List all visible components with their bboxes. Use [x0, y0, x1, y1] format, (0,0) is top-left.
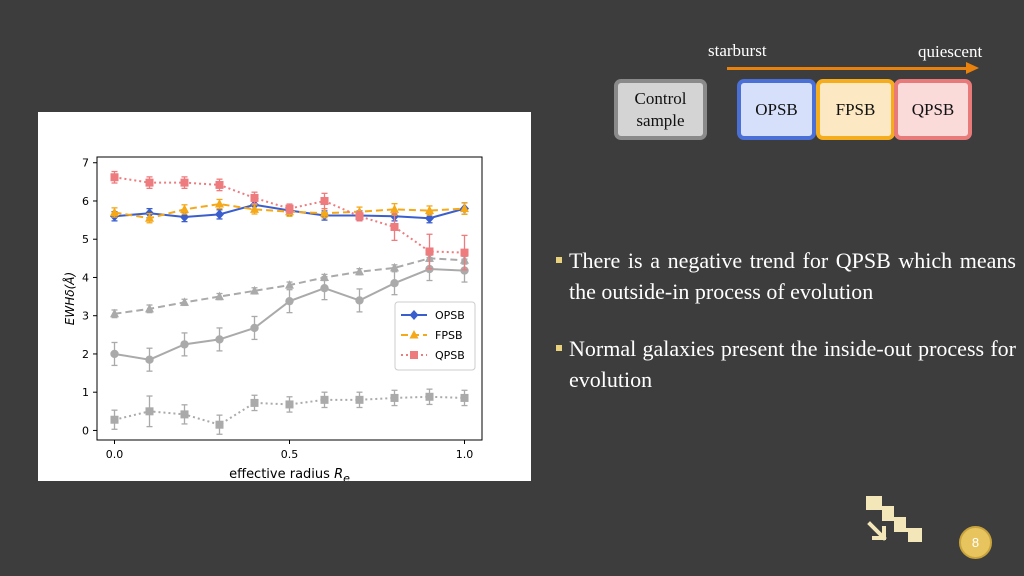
data-point	[460, 203, 469, 213]
data-point	[145, 213, 154, 222]
data-point	[460, 393, 469, 402]
series-control-5	[110, 388, 469, 435]
data-point	[390, 393, 399, 402]
data-point	[285, 280, 294, 289]
data-point	[285, 400, 294, 409]
bullet-text: Normal galaxies present the inside-out p…	[569, 336, 1016, 392]
data-point	[285, 204, 294, 213]
data-point	[320, 196, 329, 205]
control-sample-label: Control sample	[634, 88, 687, 130]
series-qpsb	[110, 170, 469, 271]
x-tick-label: 1.0	[456, 448, 474, 461]
data-point	[355, 296, 364, 305]
data-point	[180, 204, 189, 213]
data-point	[425, 247, 434, 256]
bullet-text: There is a negative trend for QPSB which…	[569, 248, 1016, 304]
page-number: 8	[971, 535, 980, 550]
y-axis-label: EWHδ(Å)	[62, 272, 77, 325]
bullet-item: There is a negative trend for QPSB which…	[556, 245, 1016, 307]
legend-label: FPSB	[435, 329, 463, 342]
data-point	[145, 178, 154, 187]
data-point	[215, 420, 224, 429]
data-point	[285, 296, 294, 306]
arrow-head-icon	[966, 62, 979, 74]
data-point	[110, 173, 119, 182]
control-sample-box: Control sample	[614, 79, 707, 140]
data-point	[425, 392, 434, 401]
data-point	[180, 297, 189, 306]
starburst-label: starburst	[708, 41, 767, 60]
y-tick-label: 2	[82, 348, 89, 361]
evolution-arrow-line	[727, 67, 967, 70]
data-point	[110, 207, 119, 216]
data-point	[215, 199, 224, 208]
data-point	[425, 213, 434, 224]
data-point	[390, 279, 399, 288]
data-point	[320, 208, 329, 217]
qpsb-label: QPSB	[911, 99, 955, 119]
data-point	[180, 178, 189, 187]
data-point	[145, 303, 154, 313]
y-tick-label: 6	[82, 195, 89, 208]
y-tick-label: 5	[82, 233, 89, 246]
series-line	[114, 395, 465, 426]
y-tick-label: 0	[82, 424, 89, 437]
data-point	[110, 415, 119, 424]
bullet-list: There is a negative trend for QPSB which…	[556, 245, 1016, 421]
fpsb-box: FPSB	[816, 79, 895, 140]
data-point	[215, 180, 224, 189]
data-point	[250, 398, 259, 407]
fpsb-label: FPSB	[835, 99, 876, 119]
data-point	[460, 266, 469, 275]
data-point	[110, 308, 119, 318]
data-point	[215, 209, 224, 220]
opsb-box: OPSB	[737, 79, 816, 140]
opsb-label: OPSB	[755, 99, 798, 119]
data-point	[390, 262, 399, 272]
data-point	[110, 349, 119, 359]
y-tick-label: 4	[82, 271, 89, 284]
quiescent-label: quiescent	[918, 42, 983, 61]
data-point	[250, 193, 259, 202]
data-point	[320, 395, 329, 404]
data-point	[180, 410, 189, 419]
data-point	[215, 335, 224, 344]
data-point	[390, 222, 399, 231]
data-point	[355, 266, 364, 276]
x-tick-label: 0.0	[106, 448, 124, 461]
data-point	[215, 291, 224, 301]
data-point	[145, 407, 154, 416]
chart-panel: 0.0 0.5 1.0 0 1 2 3 4 5 6 7 effective radius Re EWHδ…	[38, 112, 531, 481]
legend-marker	[410, 351, 418, 359]
y-tick-label: 1	[82, 386, 89, 399]
data-point	[355, 212, 364, 221]
data-point	[425, 205, 434, 215]
data-point	[355, 395, 364, 404]
data-point	[320, 283, 329, 293]
legend-label: OPSB	[435, 309, 465, 322]
x-axis-label: effective radius Re	[229, 467, 350, 481]
stairs-down-icon	[866, 496, 922, 542]
page-number-badge: 8	[959, 526, 992, 559]
legend-marker	[409, 310, 419, 320]
bullet-marker-icon	[556, 345, 562, 351]
legend-label: QPSB	[435, 349, 465, 362]
data-point	[250, 323, 259, 333]
ew-hdelta-chart: 0.0 0.5 1.0 0 1 2 3 4 5 6 7 effective radius Re EWHδ…	[62, 156, 483, 481]
bullet-item: Normal galaxies present the inside-out p…	[556, 333, 1016, 395]
bullet-marker-icon	[556, 257, 562, 263]
data-point	[145, 355, 154, 364]
data-point	[460, 248, 469, 257]
data-point	[250, 285, 259, 295]
data-point	[180, 340, 189, 349]
legend-marker	[409, 330, 419, 339]
data-point	[390, 204, 399, 213]
x-tick-label: 0.5	[281, 448, 299, 461]
y-tick-label: 7	[82, 157, 89, 170]
qpsb-box: QPSB	[894, 79, 972, 140]
data-point	[250, 204, 259, 213]
y-tick-label: 3	[82, 310, 89, 323]
